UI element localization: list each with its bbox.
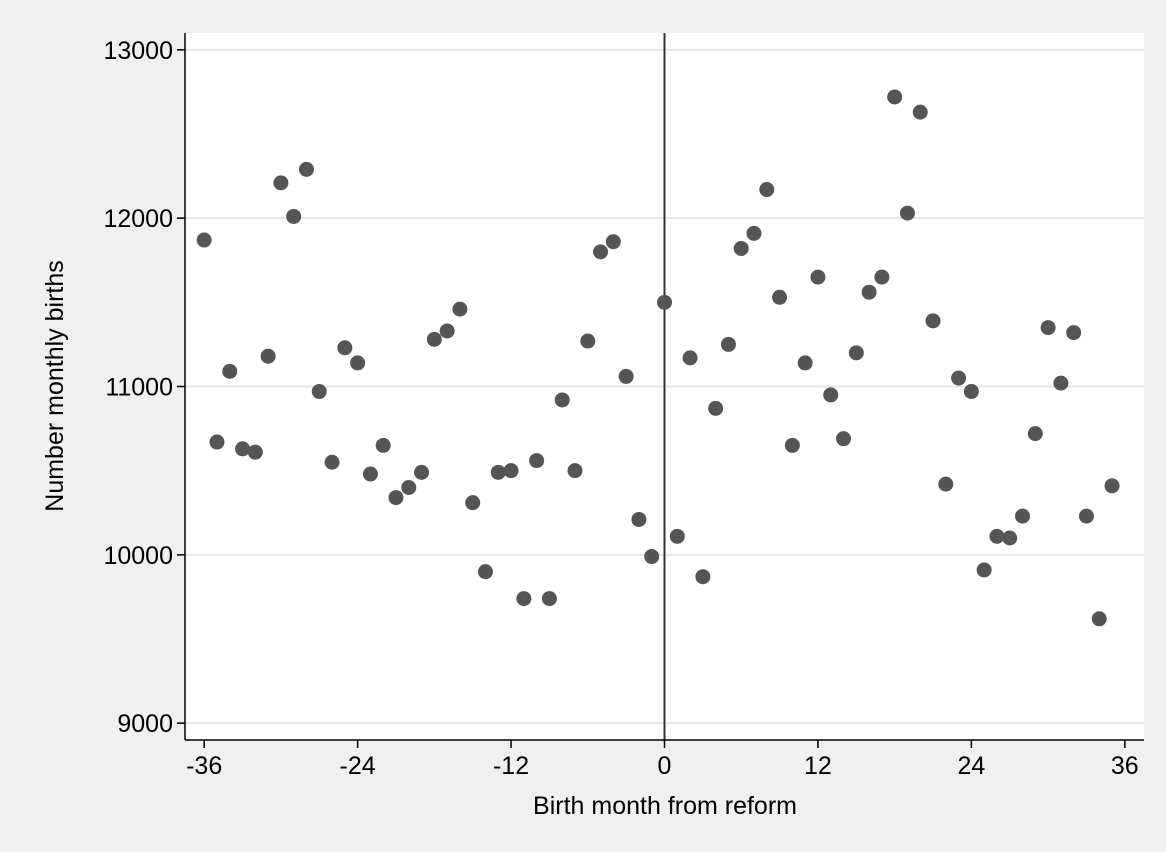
data-point [554, 392, 570, 408]
data-point [1027, 426, 1043, 442]
data-point [593, 244, 609, 260]
data-point [605, 234, 621, 250]
data-point [439, 323, 455, 339]
data-point [324, 454, 340, 470]
tick-labels: 9000 10000 11000 12000 13000 -36 -24 -12 0 12 24 36 [103, 37, 1138, 780]
data-point [529, 453, 545, 469]
data-point [350, 355, 366, 371]
data-point [247, 444, 263, 460]
data-point [657, 294, 672, 310]
x-tick-label: 0 [658, 752, 672, 780]
data-point [784, 437, 800, 453]
y-tick-label: 13000 [103, 37, 173, 65]
data-point [337, 340, 353, 356]
x-tick-label: -24 [340, 752, 376, 780]
data-point [490, 464, 506, 480]
data-point [810, 269, 826, 285]
data-point [260, 348, 276, 364]
data-point [772, 289, 788, 305]
data-point [644, 549, 660, 565]
y-tick-label: 9000 [117, 710, 173, 738]
data-point [1002, 530, 1018, 546]
data-point [708, 400, 724, 416]
y-axis-title: Number monthly births [41, 260, 69, 511]
data-point [963, 384, 979, 400]
data-point [1015, 508, 1031, 524]
data-point [1066, 325, 1082, 341]
data-point [695, 569, 711, 585]
data-point [746, 225, 762, 241]
x-tick-label: -12 [493, 752, 529, 780]
data-point [631, 511, 647, 527]
data-point [1104, 478, 1120, 494]
x-tick-label: -36 [186, 752, 222, 780]
y-tick-label: 12000 [103, 205, 173, 233]
data-point [196, 232, 212, 248]
data-point [235, 441, 251, 457]
data-point [836, 431, 852, 447]
data-point [1091, 611, 1107, 627]
data-point [477, 564, 493, 580]
data-point [887, 89, 903, 105]
data-point [401, 480, 417, 495]
data-point [273, 175, 289, 191]
data-point [912, 104, 928, 120]
data-point [1053, 375, 1069, 391]
data-point [720, 336, 736, 352]
x-tick-label: 24 [957, 752, 985, 780]
data-point [976, 562, 992, 578]
data-point [797, 355, 813, 371]
data-point [311, 384, 327, 400]
data-point [861, 284, 877, 300]
data-point [951, 370, 967, 386]
data-point [375, 437, 391, 453]
data-point [209, 434, 225, 450]
data-point [298, 161, 314, 177]
data-point [1040, 320, 1056, 336]
data-point [848, 345, 864, 361]
data-point [426, 331, 442, 347]
data-point [465, 495, 481, 511]
data-point [414, 464, 430, 480]
data-point [503, 463, 519, 479]
data-point [222, 363, 238, 379]
x-tick-label: 36 [1111, 752, 1139, 780]
data-point [516, 591, 532, 607]
data-point [759, 182, 775, 198]
data-point [286, 208, 302, 224]
data-point [682, 350, 698, 366]
data-point [733, 240, 749, 256]
x-axis-title: Birth month from reform [533, 792, 797, 820]
data-point [362, 466, 378, 482]
data-points [196, 89, 1120, 627]
data-point [388, 490, 404, 506]
data-point [874, 269, 890, 285]
data-point [899, 205, 915, 221]
data-point [452, 301, 468, 317]
y-tick-label: 10000 [103, 542, 173, 570]
data-point [669, 528, 685, 544]
x-tick-label: 12 [804, 752, 832, 780]
data-point [618, 368, 634, 384]
data-point [567, 463, 583, 479]
y-tick-label: 11000 [105, 374, 173, 402]
data-point [1078, 508, 1094, 524]
data-point [580, 333, 596, 349]
data-point [541, 591, 557, 607]
data-point [925, 313, 941, 329]
data-point [938, 476, 954, 492]
data-point [989, 528, 1005, 544]
data-point [823, 387, 839, 403]
